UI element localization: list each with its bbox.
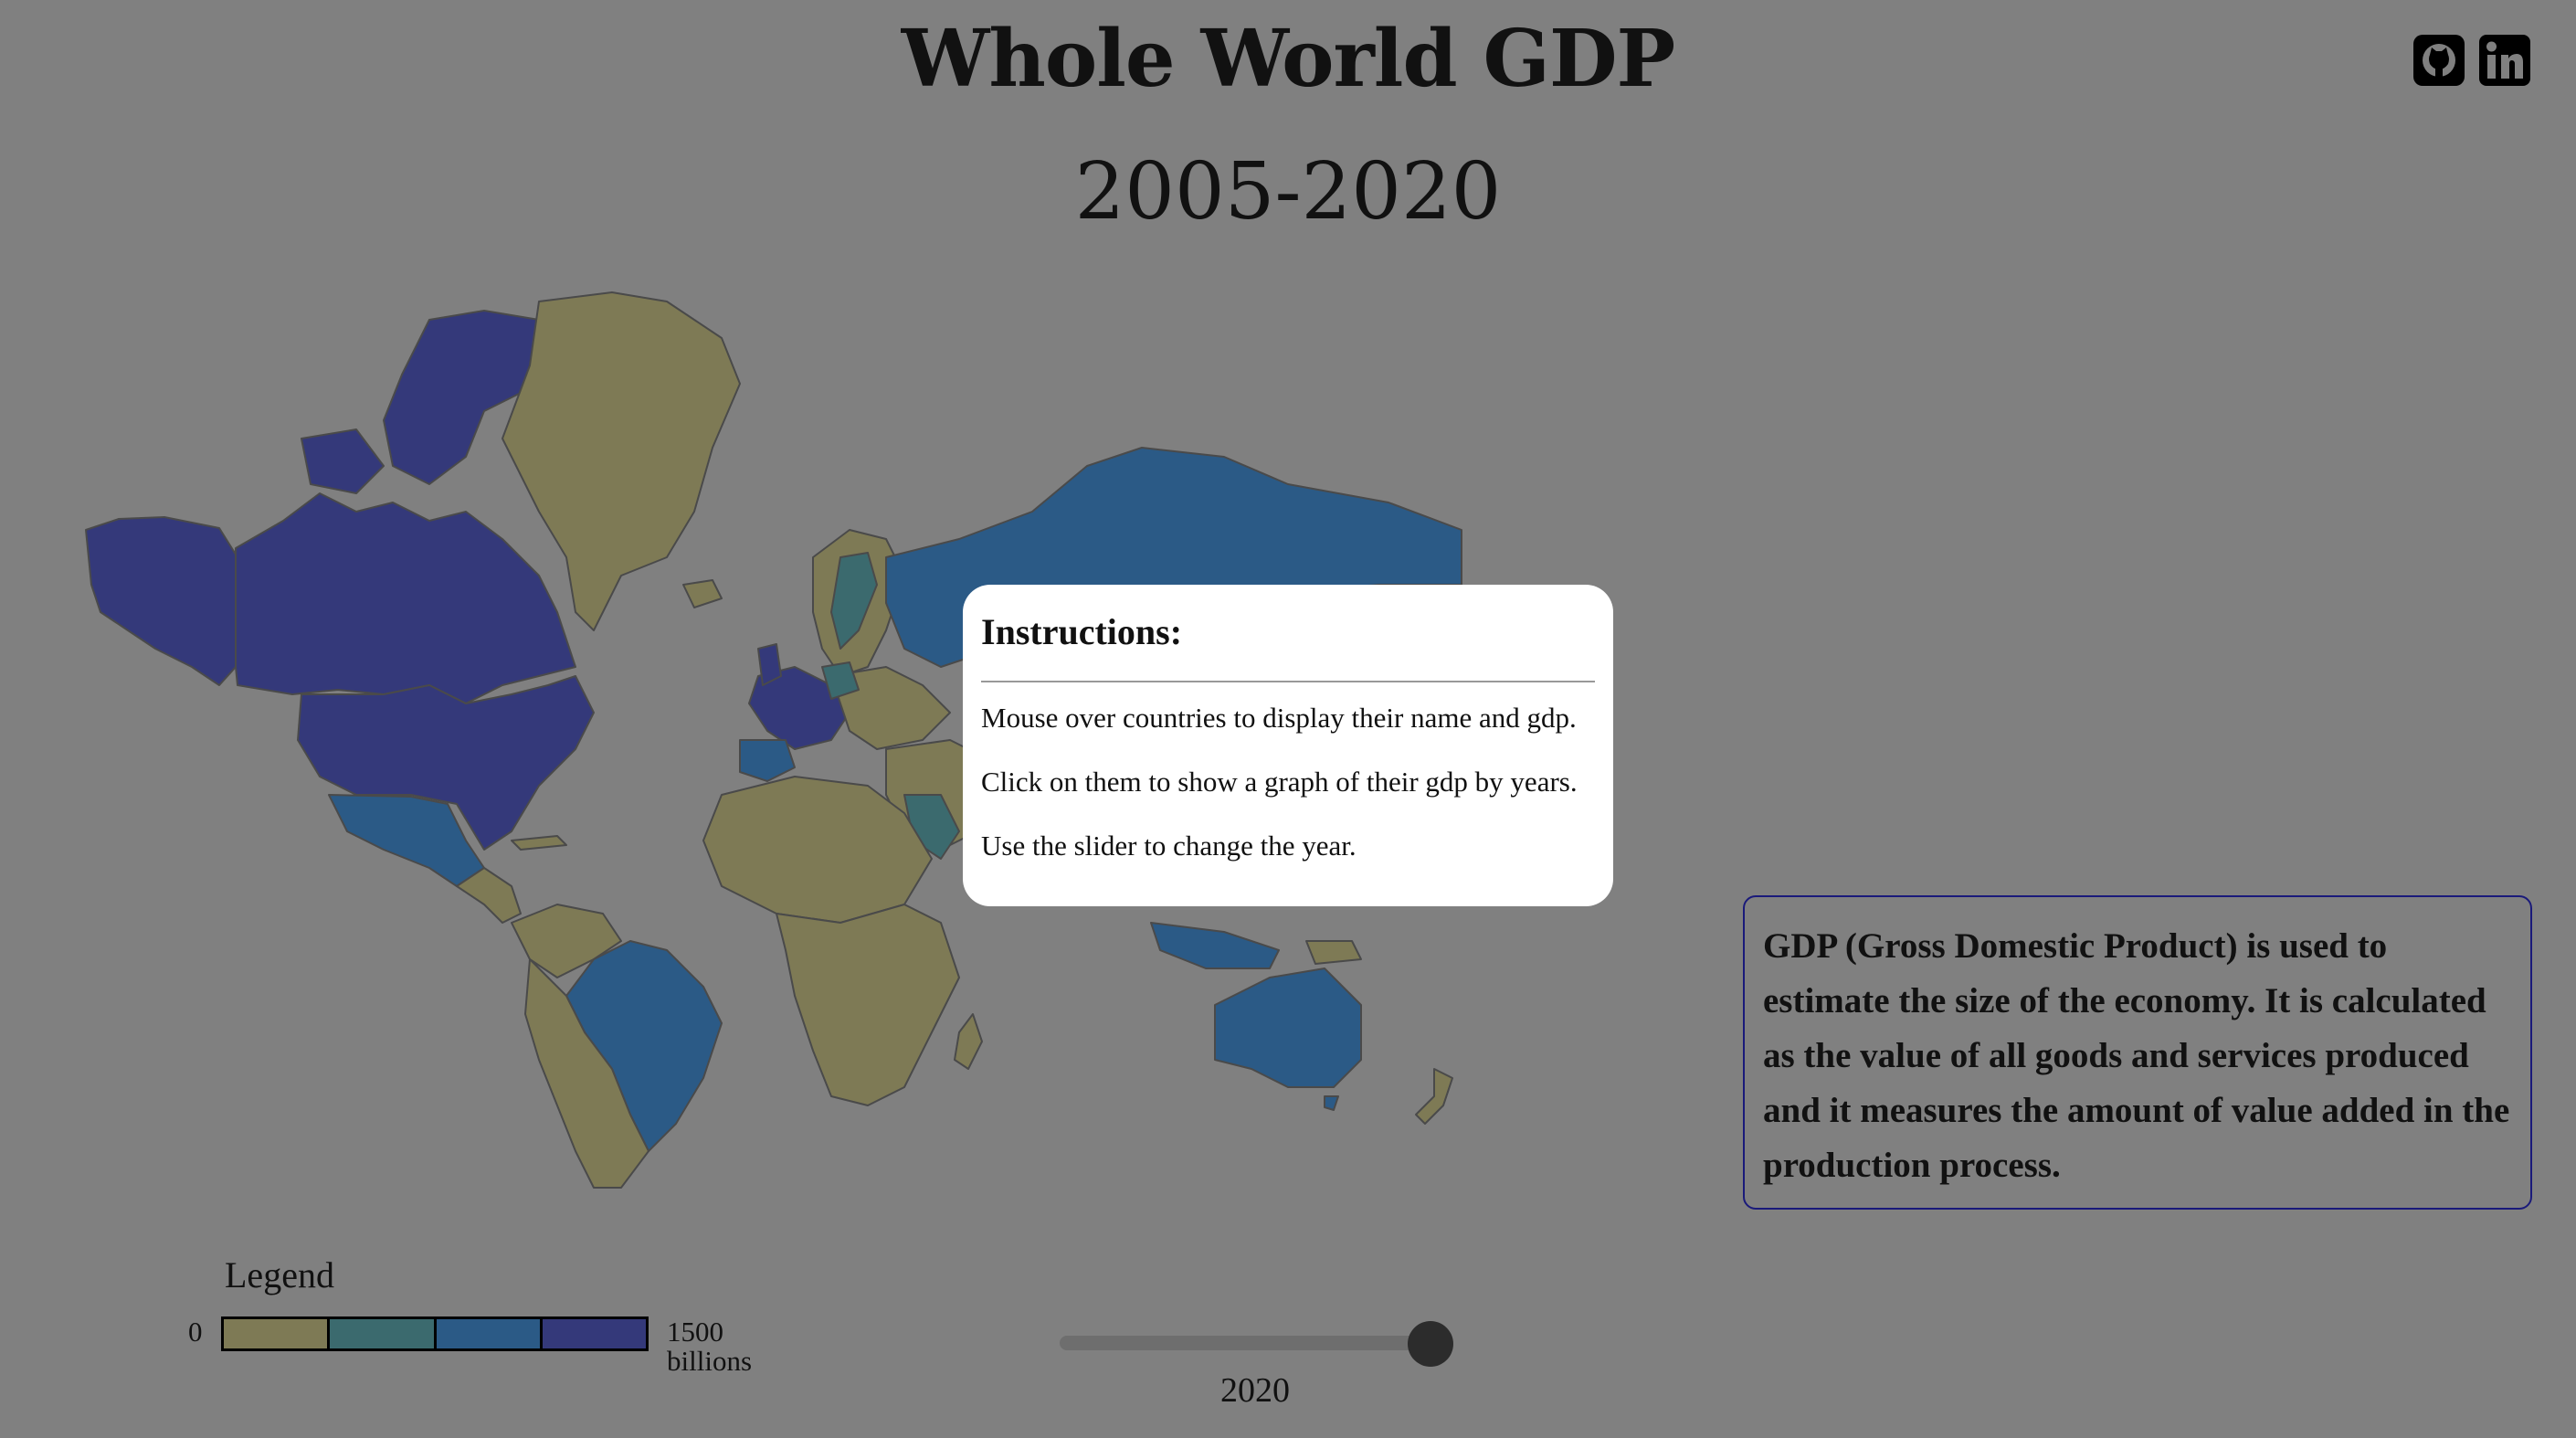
instructions-panel: Instructions: Mouse over countries to di…: [963, 585, 1613, 906]
country-new-guinea[interactable]: [1305, 940, 1362, 965]
year-slider-thumb[interactable]: [1408, 1321, 1453, 1367]
country-alaska[interactable]: [85, 516, 238, 686]
linkedin-icon[interactable]: [2479, 35, 2530, 86]
country-new-zealand[interactable]: [1415, 1068, 1453, 1125]
country-canada[interactable]: [235, 492, 576, 704]
legend-color-scale: [221, 1316, 649, 1351]
legend-title: Legend: [225, 1254, 334, 1295]
instruction-line: Use the slider to change the year.: [981, 830, 1357, 862]
country-usa[interactable]: [297, 675, 595, 851]
instruction-line: Click on them to show a graph of their g…: [981, 766, 1578, 798]
legend-max-label: 1500: [667, 1316, 723, 1348]
country-arctic-islands[interactable]: [301, 310, 549, 494]
legend-swatch: [330, 1319, 437, 1348]
country-sweden[interactable]: [830, 552, 878, 650]
legend-min-label: 0: [188, 1316, 203, 1348]
country-australia[interactable]: [1214, 967, 1362, 1088]
country-greenland[interactable]: [501, 291, 741, 631]
country-iceland[interactable]: [682, 579, 723, 608]
year-range-subtitle: 2005-2020: [1074, 146, 1502, 238]
country-tasmania[interactable]: [1324, 1095, 1339, 1111]
country-central-europe[interactable]: [830, 666, 951, 750]
instructions-heading: Instructions:: [981, 611, 1183, 652]
year-slider-value: 2020: [1220, 1371, 1290, 1410]
country-central-america[interactable]: [456, 867, 522, 924]
country-western-europe[interactable]: [748, 666, 850, 750]
country-cuba[interactable]: [511, 835, 567, 851]
country-spain[interactable]: [739, 739, 796, 782]
country-germany[interactable]: [821, 661, 860, 700]
country-madagascar[interactable]: [954, 1013, 983, 1070]
legend-swatch: [542, 1319, 646, 1348]
country-south-america-west[interactable]: [524, 958, 649, 1189]
github-icon[interactable]: [2413, 35, 2465, 86]
instructions-divider: [981, 681, 1595, 682]
country-central-southern-africa[interactable]: [776, 904, 960, 1106]
world-map[interactable]: [82, 283, 1471, 1197]
legend-swatch: [224, 1319, 331, 1348]
country-southeast-asia[interactable]: [1150, 922, 1280, 969]
legend-swatch: [436, 1319, 543, 1348]
legend-unit-label: billions: [667, 1345, 753, 1377]
country-uk[interactable]: [757, 643, 782, 686]
page-title: Whole World GDP: [901, 13, 1675, 105]
year-slider-track[interactable]: [1060, 1336, 1431, 1350]
gdp-info-box: GDP (Gross Domestic Product) is used to …: [1743, 895, 2532, 1210]
instruction-line: Mouse over countries to display their na…: [981, 702, 1577, 734]
